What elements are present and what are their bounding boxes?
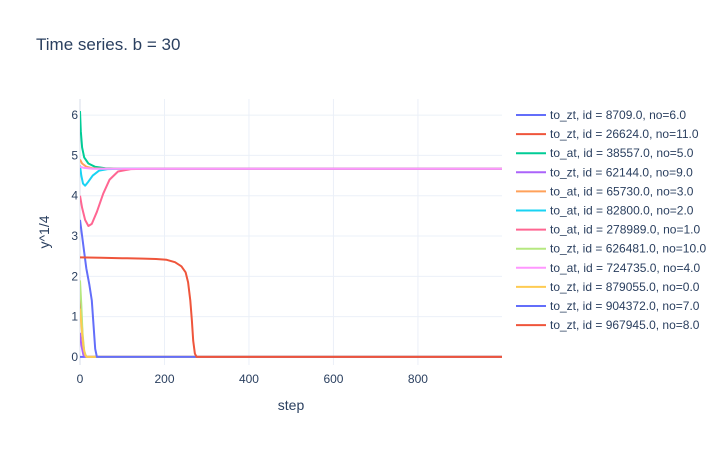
legend-item[interactable]: to_zt, id = 967945.0, no=8.0 <box>516 318 700 332</box>
legend-label: to_zt, id = 26624.0, no=11.0 <box>550 127 699 141</box>
grid-lines <box>79 99 502 365</box>
legend-item[interactable]: to_zt, id = 879055.0, no=0.0 <box>516 280 700 294</box>
y-tick-label: 0 <box>71 350 78 364</box>
series-line <box>80 332 502 358</box>
series-line <box>80 165 502 170</box>
legend-label: to_zt, id = 626481.0, no=10.0 <box>550 242 706 256</box>
legend-item[interactable]: to_at, id = 38557.0, no=5.0 <box>516 146 694 160</box>
legend-item[interactable]: to_at, id = 724735.0, no=4.0 <box>516 261 700 275</box>
legend-item[interactable]: to_zt, id = 26624.0, no=11.0 <box>516 127 699 141</box>
y-tick-label: 6 <box>71 108 78 122</box>
y-tick-label: 3 <box>71 229 78 243</box>
y-axis-ticks: 0 1 2 3 4 5 6 <box>71 108 78 364</box>
y-tick-label: 2 <box>71 269 78 283</box>
series-line <box>80 256 502 358</box>
series-line <box>80 280 502 358</box>
series-line <box>80 159 502 170</box>
legend-item[interactable]: to_at, id = 82800.0, no=2.0 <box>516 204 694 218</box>
series-line <box>80 292 502 358</box>
x-tick-label: 0 <box>77 372 84 386</box>
legend-item[interactable]: to_zt, id = 8709.0, no=6.0 <box>516 108 686 122</box>
series-line <box>80 167 502 227</box>
chart-title: Time series. b = 30 <box>36 35 180 54</box>
legend-item[interactable]: to_zt, id = 62144.0, no=9.0 <box>516 165 693 179</box>
x-axis-ticks: 0 200 400 600 800 <box>77 372 429 386</box>
y-tick-label: 1 <box>71 310 78 324</box>
legend-label: to_at, id = 38557.0, no=5.0 <box>550 146 694 160</box>
y-tick-label: 4 <box>71 189 78 203</box>
legend-label: to_zt, id = 8709.0, no=6.0 <box>550 108 686 122</box>
legend-item[interactable]: to_zt, id = 904372.0, no=7.0 <box>516 299 700 313</box>
legend-item[interactable]: to_at, id = 65730.0, no=3.0 <box>516 184 694 198</box>
legend-label: to_at, id = 65730.0, no=3.0 <box>550 184 694 198</box>
x-tick-label: 400 <box>239 372 259 386</box>
legend-label: to_at, id = 278989.0, no=1.0 <box>550 223 700 237</box>
x-tick-label: 600 <box>323 372 343 386</box>
y-axis-label: y^1/4 <box>36 215 52 248</box>
x-axis-label: step <box>278 397 305 413</box>
x-tick-label: 800 <box>408 372 428 386</box>
legend-label: to_zt, id = 967945.0, no=8.0 <box>550 318 700 332</box>
legend-label: to_at, id = 724735.0, no=4.0 <box>550 261 700 275</box>
legend-label: to_zt, id = 904372.0, no=7.0 <box>550 299 700 313</box>
y-tick-label: 5 <box>71 148 78 162</box>
x-tick-label: 200 <box>154 372 174 386</box>
series-line <box>80 308 502 358</box>
series-lines <box>80 111 502 358</box>
legend-label: to_zt, id = 879055.0, no=0.0 <box>550 280 700 294</box>
legend-item[interactable]: to_at, id = 278989.0, no=1.0 <box>516 223 700 237</box>
legend-label: to_zt, id = 62144.0, no=9.0 <box>550 165 693 179</box>
legend: to_zt, id = 8709.0, no=6.0 to_zt, id = 26… <box>516 108 706 332</box>
legend-label: to_at, id = 82800.0, no=2.0 <box>550 204 694 218</box>
series-line <box>80 111 502 170</box>
series-line <box>80 219 502 358</box>
legend-item[interactable]: to_zt, id = 626481.0, no=10.0 <box>516 242 706 256</box>
